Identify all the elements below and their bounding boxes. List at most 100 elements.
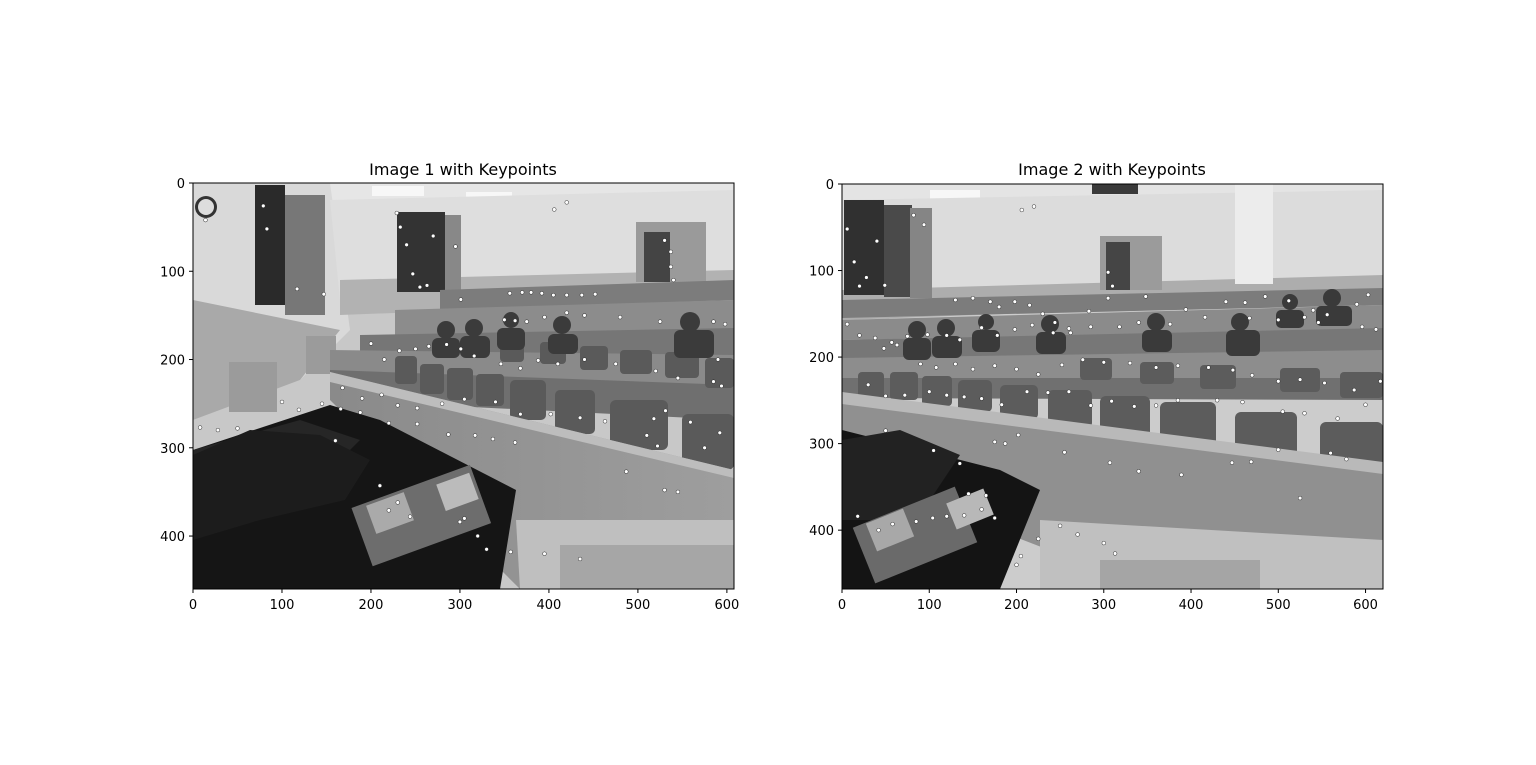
keypoint-marker (651, 416, 656, 421)
keypoint-marker (408, 514, 413, 519)
keypoint-marker (582, 313, 587, 318)
axis-ticks: 0 100 200 300 400 500 600 0 100 200 300 400 (160, 177, 739, 613)
x-tick-label: 600 (1353, 598, 1378, 613)
keypoint-marker (1297, 496, 1303, 501)
x-tick-label: 200 (1004, 598, 1029, 613)
keypoint-marker (1373, 327, 1379, 332)
chart-title: Image 1 with Keypoints (369, 160, 557, 179)
keypoint-marker (1249, 373, 1255, 378)
keypoint-marker (1302, 411, 1307, 416)
keypoint-marker (992, 515, 997, 521)
keypoint-marker (881, 346, 886, 351)
keypoint-marker (983, 493, 989, 498)
keypoint-marker (1059, 362, 1064, 367)
keypoint-marker (1175, 398, 1180, 403)
keypoint-marker (279, 399, 285, 404)
keypoint-marker (668, 264, 673, 269)
keypoint-marker (979, 325, 984, 330)
keypoint-marker (1051, 330, 1056, 335)
panel-image-1: 0 100 200 300 400 500 600 0 100 200 300 400 Image 1… (160, 160, 739, 613)
keypoint-marker (458, 346, 463, 351)
keypoint-marker (295, 286, 300, 291)
keypoint-marker (668, 249, 673, 254)
keypoint-marker (675, 376, 680, 381)
keypoint-marker (431, 233, 436, 239)
keypoint-marker (1359, 324, 1365, 329)
keypoint-marker (446, 432, 451, 437)
x-tick-label: 300 (1091, 598, 1116, 613)
keypoint-marker (551, 293, 556, 298)
keypoint-marker (1012, 299, 1017, 304)
keypoint-marker (883, 428, 888, 433)
keypoint-marker (979, 396, 984, 401)
keypoint-marker (890, 521, 895, 527)
keypoint-marker (864, 275, 869, 280)
keypoint-marker (874, 239, 879, 244)
keypoint-marker (905, 334, 910, 339)
keypoint-marker (617, 315, 623, 320)
keypoint-marker (548, 412, 553, 417)
keypoint-marker (528, 290, 534, 295)
keypoint-marker (1136, 469, 1141, 474)
keypoint-marker (999, 402, 1004, 407)
keypoint-marker (413, 346, 418, 351)
keypoint-marker (889, 340, 894, 345)
keypoint-marker (395, 500, 400, 505)
keypoint-marker (458, 297, 463, 302)
keypoint-marker (1354, 302, 1359, 307)
keypoint-marker (857, 284, 862, 289)
keypoint-marker (715, 357, 721, 362)
y-tick-label: 0 (826, 178, 834, 193)
keypoint-marker (582, 357, 587, 362)
keypoint-marker (1378, 379, 1383, 384)
keypoint-marker (552, 207, 557, 212)
keypoint-marker (564, 200, 569, 205)
classroom-photo-2 (842, 184, 1383, 589)
keypoint-marker (215, 428, 220, 433)
keypoint-marker (261, 203, 266, 208)
keypoint-marker (657, 319, 663, 324)
keypoint-marker (914, 519, 919, 524)
keypoint-marker (1045, 390, 1050, 395)
keypoint-marker (882, 283, 887, 288)
keypoint-marker (719, 383, 724, 389)
keypoint-marker (507, 291, 512, 296)
keypoint-marker (921, 222, 927, 227)
keypoint-marker (1230, 368, 1235, 373)
x-tick-label: 500 (625, 598, 650, 613)
keypoint-marker (966, 491, 971, 496)
keypoint-marker (296, 407, 301, 412)
keypoint-marker (417, 285, 422, 290)
keypoint-marker (1014, 562, 1019, 567)
keypoint-marker (319, 401, 325, 406)
keypoint-marker (564, 293, 569, 298)
axes-frame (841, 183, 1384, 590)
y-tick-label: 100 (809, 265, 834, 280)
keypoint-marker (1335, 416, 1340, 421)
keypoint-marker (508, 549, 513, 554)
keypoint-marker (1112, 551, 1118, 556)
keypoint-marker (1297, 377, 1303, 382)
keypoint-marker (1276, 317, 1281, 322)
keypoint-marker (671, 278, 676, 283)
keypoint-marker (927, 389, 932, 394)
keypoint-marker (338, 406, 343, 411)
keypoint-marker (918, 361, 923, 367)
keypoint-marker (462, 397, 467, 402)
keypoint-marker (1311, 308, 1316, 313)
keypoint-marker (1366, 292, 1371, 297)
keypoint-marker (490, 436, 495, 442)
keypoint-marker (711, 319, 716, 324)
keypoint-marker (1117, 324, 1122, 329)
keypoint-marker (1105, 296, 1111, 301)
keypoint-marker (663, 408, 668, 413)
keypoint-marker (1143, 294, 1148, 299)
keypoint-marker (1247, 316, 1252, 321)
keypoint-marker (1080, 357, 1085, 362)
keypoint-marker (203, 218, 208, 223)
keypoint-marker (1105, 270, 1111, 275)
keypoint-marker (1062, 450, 1067, 455)
keypoint-marker (845, 322, 850, 327)
x-tick-label: 300 (448, 598, 473, 613)
keypoint-marker (970, 367, 975, 372)
